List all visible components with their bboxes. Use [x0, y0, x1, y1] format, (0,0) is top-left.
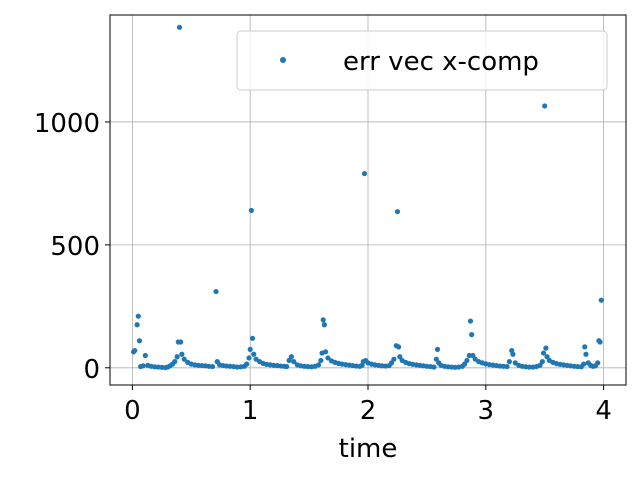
data-point — [580, 361, 587, 367]
data-point — [209, 363, 216, 370]
data-point — [540, 350, 547, 356]
data-point — [174, 354, 180, 360]
data-point — [394, 209, 401, 215]
x-tick-label: 2 — [360, 396, 377, 426]
data-point — [391, 356, 397, 362]
data-point — [318, 357, 324, 364]
data-point — [248, 207, 254, 214]
data-point — [397, 354, 403, 360]
y-tick-label: 0 — [83, 355, 100, 385]
data-point — [595, 360, 601, 366]
data-point — [213, 288, 219, 295]
data-point — [172, 359, 178, 365]
data-point — [142, 352, 148, 359]
data-point — [431, 364, 437, 370]
data-point — [361, 170, 368, 177]
data-point — [288, 354, 295, 360]
x-axis-title: time — [339, 434, 398, 464]
y-tick-label: 500 — [50, 232, 100, 262]
data-point — [136, 338, 143, 344]
data-point — [181, 356, 187, 362]
data-point — [583, 351, 589, 357]
data-point — [291, 359, 297, 365]
legend-marker — [280, 57, 286, 63]
data-point — [504, 363, 510, 370]
data-point — [315, 362, 322, 368]
data-point — [251, 351, 257, 357]
data-point — [469, 332, 475, 338]
data-point — [286, 357, 292, 364]
data-point — [470, 352, 476, 359]
y-tick-label: 1000 — [34, 109, 100, 139]
data-point — [247, 346, 253, 352]
legend-box — [236, 30, 608, 91]
data-point — [597, 339, 603, 345]
data-point — [176, 24, 183, 30]
x-tick-label: 3 — [478, 396, 495, 426]
data-point — [598, 297, 604, 303]
legend: err vec x-comp — [236, 30, 608, 91]
data-point — [510, 351, 516, 357]
data-point — [388, 360, 395, 366]
data-points — [130, 24, 604, 371]
data-point — [467, 318, 474, 324]
data-point — [537, 362, 543, 368]
data-point — [433, 356, 439, 362]
data-point — [462, 361, 468, 367]
data-point — [464, 357, 470, 364]
axis-ticks: 0 1 2 3 4 0 500 1000 — [34, 109, 612, 426]
legend-label: err vec x-comp — [343, 47, 539, 77]
data-point — [178, 339, 184, 345]
x-tick-label: 4 — [595, 396, 612, 426]
data-point — [179, 351, 185, 357]
data-point — [244, 361, 250, 367]
data-point — [434, 346, 441, 352]
data-point — [506, 359, 512, 365]
data-point — [539, 359, 545, 365]
data-point — [543, 345, 549, 351]
x-tick-label: 1 — [242, 396, 259, 426]
x-tick-label: 0 — [124, 396, 141, 426]
data-point — [249, 335, 256, 341]
data-point — [321, 322, 328, 328]
data-point — [284, 363, 290, 370]
data-point — [582, 344, 588, 350]
data-point — [542, 103, 548, 109]
data-point — [134, 322, 140, 328]
data-point — [325, 355, 331, 361]
data-point — [396, 344, 402, 350]
data-point — [132, 347, 138, 354]
data-point — [544, 354, 550, 360]
data-point — [246, 355, 252, 361]
data-point — [135, 313, 141, 319]
data-point — [140, 363, 146, 369]
data-point — [320, 317, 326, 323]
data-point — [322, 349, 329, 355]
